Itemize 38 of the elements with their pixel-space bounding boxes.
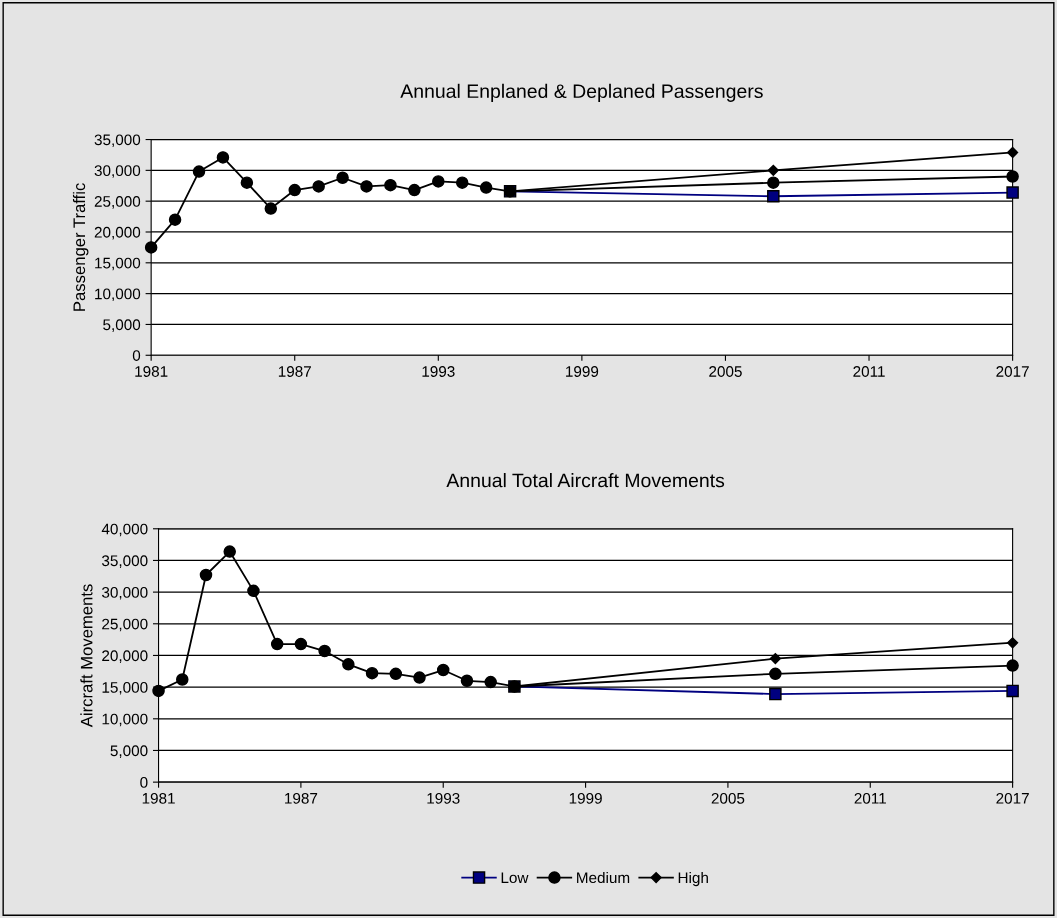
- x-tick-label: 1993: [422, 366, 455, 377]
- y-tick-label: 35,000: [94, 134, 141, 148]
- chart-title: Annual Enplaned & Deplaned Passengers: [400, 83, 763, 102]
- x-tick-label: 2011: [853, 366, 885, 377]
- legend-label: High: [678, 871, 708, 887]
- y-tick-label: 15,000: [95, 257, 141, 271]
- y-tick-label: 0: [140, 777, 148, 788]
- x-tick-label: 1999: [566, 366, 599, 377]
- x-tick-label: 1987: [278, 366, 311, 377]
- y-tick-label: 20,000: [94, 226, 141, 240]
- chart-title: Annual Total Aircraft Movements: [446, 473, 725, 488]
- y-tick-label: 15,000: [102, 681, 148, 695]
- y-tick-label: 25,000: [94, 196, 141, 209]
- legend-label: Medium: [577, 871, 630, 884]
- y-tick-label: 0: [132, 350, 141, 361]
- x-tick-label: 1987: [285, 792, 318, 804]
- x-tick-label: 1981: [142, 792, 175, 804]
- y-axis-title: Passenger Traffic: [72, 183, 89, 311]
- y-tick-label: 10,000: [95, 288, 141, 302]
- y-tick-label: 20,000: [102, 650, 148, 663]
- x-tick-label: 2017: [996, 366, 1029, 377]
- y-tick-label: 30,000: [94, 165, 141, 178]
- y-tick-label: 5,000: [103, 319, 141, 332]
- x-tick-label: 1993: [427, 792, 460, 804]
- x-tick-label: 2017: [996, 792, 1029, 804]
- y-tick-label: 30,000: [101, 586, 148, 600]
- x-tick-label: 1999: [569, 792, 602, 804]
- legend-label: Low: [501, 872, 529, 884]
- x-tick-label: 2011: [854, 792, 886, 804]
- y-tick-label: 40,000: [101, 523, 148, 537]
- y-axis-title: Aircraft Movements: [80, 584, 93, 728]
- x-tick-label: 1981: [135, 366, 168, 377]
- x-tick-label: 2005: [709, 366, 742, 377]
- x-tick-label: 2005: [711, 792, 745, 804]
- y-tick-label: 10,000: [102, 713, 148, 727]
- y-tick-label: 5,000: [110, 745, 148, 758]
- y-tick-label: 25,000: [102, 618, 148, 632]
- y-tick-label: 35,000: [101, 555, 148, 568]
